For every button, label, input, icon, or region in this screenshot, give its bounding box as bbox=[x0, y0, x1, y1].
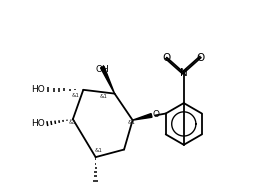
Polygon shape bbox=[101, 66, 115, 94]
Text: HO: HO bbox=[31, 119, 44, 128]
Text: O: O bbox=[197, 53, 205, 63]
Text: &1: &1 bbox=[94, 148, 102, 153]
Text: &1: &1 bbox=[72, 93, 80, 98]
Text: &1: &1 bbox=[100, 94, 108, 99]
Text: OH: OH bbox=[95, 65, 109, 74]
Text: HO: HO bbox=[31, 85, 44, 94]
Polygon shape bbox=[133, 114, 152, 120]
Text: &1: &1 bbox=[128, 120, 136, 125]
Text: &1: &1 bbox=[69, 121, 77, 125]
Text: O: O bbox=[162, 53, 171, 63]
Text: O: O bbox=[153, 110, 160, 119]
Text: N: N bbox=[180, 68, 188, 78]
